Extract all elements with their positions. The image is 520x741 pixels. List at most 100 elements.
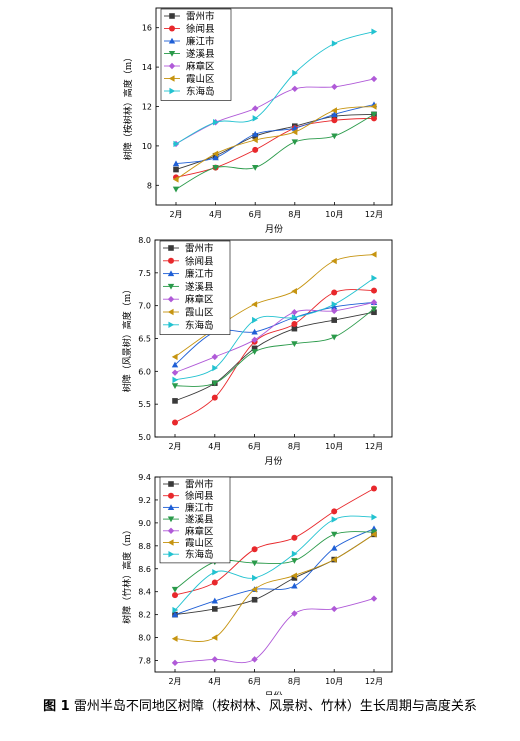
y-axis-label: 树障（竹林）高度（m） (121, 525, 133, 624)
data-point (371, 287, 377, 294)
data-point (173, 140, 180, 148)
data-point (213, 119, 219, 126)
data-point (371, 28, 378, 35)
legend-label: 遂溪县 (185, 281, 214, 293)
data-point (331, 317, 337, 323)
data-point (371, 115, 377, 122)
data-point (172, 176, 179, 183)
y-tick-label: 8 (147, 181, 152, 190)
series-4 (171, 306, 378, 389)
legend-marker (168, 37, 176, 44)
figure-caption-label: 图 1 (43, 699, 70, 714)
legend-label: 霞山区 (186, 74, 215, 85)
legend-label: 东海岛 (186, 86, 215, 98)
data-point (291, 124, 298, 131)
x-tick-label: 2月 (168, 677, 181, 686)
data-point (331, 257, 337, 265)
legend-label: 东海岛 (185, 319, 214, 331)
data-point (291, 139, 298, 146)
data-point (172, 419, 178, 426)
data-point (291, 85, 298, 92)
data-point (331, 301, 338, 308)
x-tick-label: 4月 (209, 210, 222, 219)
x-tick-label: 6月 (248, 677, 261, 686)
data-point (331, 107, 337, 114)
legend-label: 廉江市 (185, 502, 214, 514)
legend-label: 遂溪县 (185, 514, 214, 526)
figure-caption-text: 雷州半岛不同地区树障（桉树林、风景树、竹林）生长周期与高度关系 (73, 699, 477, 714)
series-line (174, 534, 375, 642)
data-point (291, 550, 298, 558)
legend-label: 麻章区 (186, 61, 215, 73)
series-6 (172, 103, 377, 183)
y-tick-label: 9.0 (138, 519, 151, 528)
legend-label: 雷州市 (186, 11, 215, 23)
x-tick-label: 10月 (325, 210, 343, 219)
data-point (291, 325, 298, 332)
data-point (291, 572, 297, 579)
data-point (291, 575, 298, 581)
data-point (251, 546, 258, 553)
legend-marker (168, 492, 174, 499)
series-line (174, 308, 375, 387)
data-point (172, 186, 180, 193)
legend-label: 徐闻县 (186, 23, 215, 35)
data-point (371, 309, 377, 316)
data-point (331, 303, 338, 310)
data-point (370, 111, 378, 118)
data-point (172, 398, 178, 404)
data-point (251, 328, 258, 335)
legend-label: 遂溪县 (186, 48, 215, 60)
data-point (211, 579, 218, 586)
y-tick-label: 14 (142, 63, 152, 72)
data-point (251, 596, 258, 603)
data-point (212, 569, 218, 576)
data-point (251, 586, 258, 593)
series-7 (172, 274, 378, 384)
legend-label: 霞山区 (185, 308, 214, 319)
data-point (252, 146, 259, 153)
legend-marker (167, 270, 175, 277)
legend-marker (167, 516, 175, 523)
data-point (331, 40, 338, 47)
legend-marker (168, 75, 175, 82)
data-point (251, 560, 258, 567)
data-point (370, 251, 377, 258)
data-point (331, 508, 338, 515)
x-tick-label: 4月 (208, 442, 221, 451)
legend-marker (167, 539, 174, 546)
data-point (370, 103, 377, 110)
data-point (370, 75, 378, 83)
data-point (252, 165, 259, 171)
data-point (291, 128, 298, 136)
legend-label: 廉江市 (186, 36, 215, 48)
data-point (291, 288, 297, 295)
legend-label: 麻章区 (185, 525, 214, 537)
series-line (174, 311, 375, 402)
y-axis-label: 树障（风景树）高度（m） (121, 285, 133, 393)
data-point (212, 150, 219, 157)
series-line (175, 104, 375, 165)
legend-label: 雷州市 (185, 243, 214, 255)
data-point (252, 574, 258, 582)
y-tick-label: 9.2 (138, 496, 151, 505)
data-point (211, 634, 218, 641)
data-point (331, 531, 338, 538)
data-point (331, 117, 338, 124)
data-point (370, 529, 378, 536)
data-point (171, 369, 179, 376)
y-tick-label: 12 (142, 103, 152, 112)
y-tick-label: 9.4 (138, 473, 151, 482)
y-tick-label: 5.0 (138, 433, 151, 442)
y-tick-label: 7.8 (138, 657, 151, 666)
y-tick-label: 5.5 (138, 400, 151, 409)
data-point (212, 364, 218, 372)
series-2 (173, 115, 377, 181)
data-point (331, 307, 338, 315)
x-tick-label: 2月 (169, 210, 182, 219)
y-tick-label: 6.0 (138, 367, 151, 376)
data-point (211, 656, 218, 663)
